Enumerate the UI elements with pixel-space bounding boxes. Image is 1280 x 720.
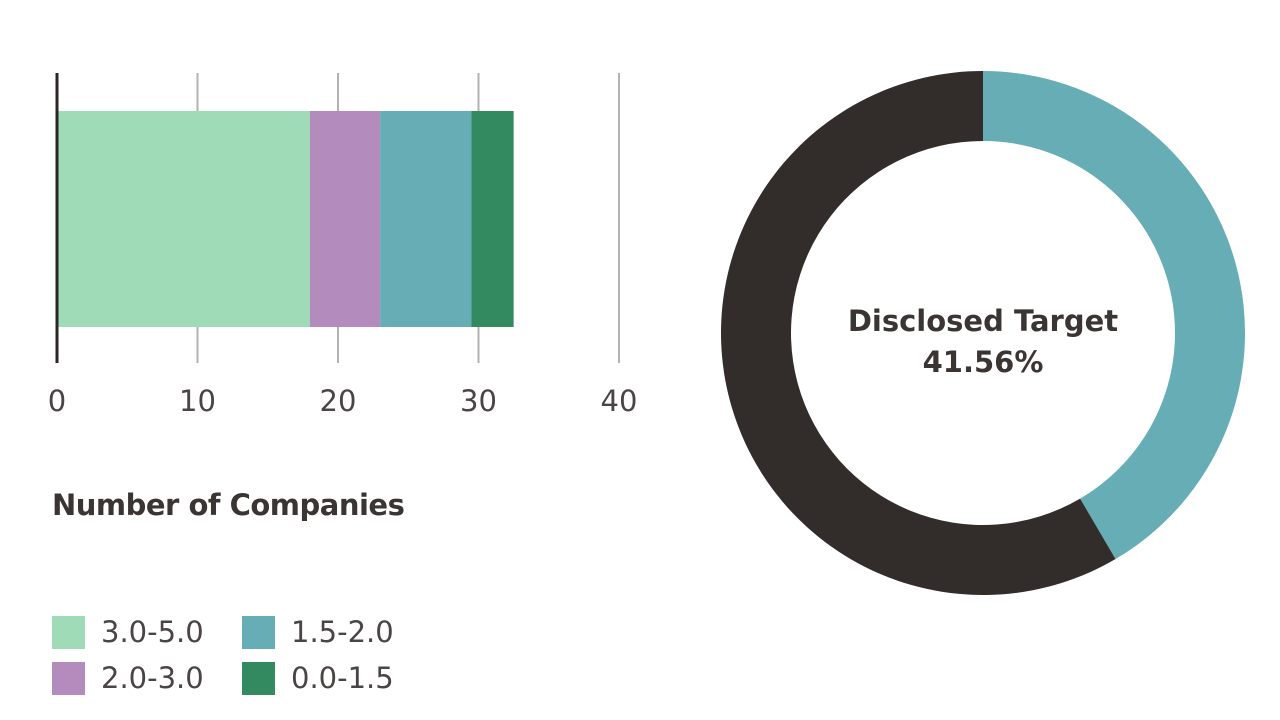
legend-swatch <box>52 615 85 649</box>
legend-label: 0.0-1.5 <box>291 661 394 695</box>
donut-center-value: 41.56% <box>923 345 1044 379</box>
x-tick-label: 40 <box>601 384 638 418</box>
stacked-bar-chart: 0 10 20 30 40 <box>48 73 638 418</box>
donut-center-title: Disclosed Target <box>848 304 1118 338</box>
legend-item-2-0-3-0: 2.0-3.0 <box>52 660 242 696</box>
legend-item-1-5-2-0: 1.5-2.0 <box>242 614 432 650</box>
legend-swatch <box>242 615 275 649</box>
legend-item-3-0-5-0: 3.0-5.0 <box>52 614 242 650</box>
bar-segment <box>57 111 310 327</box>
legend-label: 3.0-5.0 <box>101 615 204 649</box>
legend-label: 1.5-2.0 <box>291 615 394 649</box>
bar-segment <box>471 111 514 327</box>
donut-slice <box>983 71 1245 560</box>
x-tick-label: 30 <box>460 384 497 418</box>
x-tick-label: 20 <box>320 384 357 418</box>
legend-swatch <box>242 661 275 695</box>
bar-segment <box>309 111 381 327</box>
legend-label: 2.0-3.0 <box>101 661 204 695</box>
donut-slice <box>721 71 1116 595</box>
legend-item-0-0-1-5: 0.0-1.5 <box>242 660 432 696</box>
bar-segment <box>380 111 472 327</box>
x-axis-title: Number of Companies <box>52 488 405 522</box>
x-tick-label: 0 <box>48 384 66 418</box>
donut-chart: Disclosed Target 41.56% <box>721 71 1245 595</box>
x-tick-label: 10 <box>179 384 216 418</box>
legend-swatch <box>52 661 85 695</box>
